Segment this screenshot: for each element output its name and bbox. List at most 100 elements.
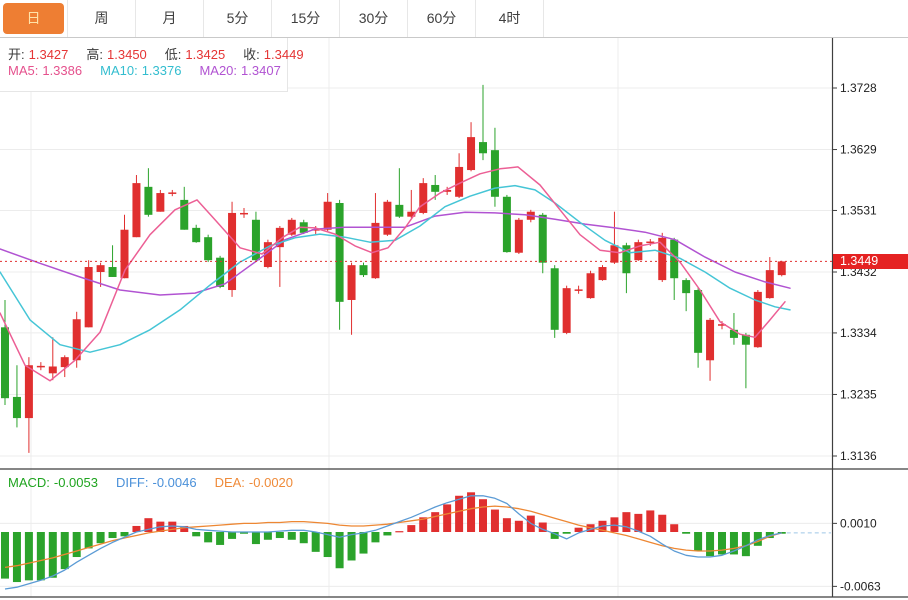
macd-bar [240,532,248,534]
macd-bar [574,527,583,532]
tab-4hour[interactable]: 4时 [476,0,544,37]
ma-legend: MA5: 1.3386 MA10: 1.3376 MA20: 1.3407 [8,63,299,78]
price-tick-label: 1.3334 [840,326,877,340]
macd-bar [562,532,571,534]
macd-tick-label: -0.0063 [840,579,881,593]
candle-body [467,137,476,171]
legend-value: 1.3449 [263,47,304,62]
macd-bar [419,517,428,532]
legend-item: MA5: 1.3386 [8,63,86,78]
candle-body [550,268,559,330]
macd-bar [216,532,225,545]
macd-bar [443,504,452,532]
candle-body [96,265,105,272]
candle-body [741,334,750,345]
macd-bar [120,532,129,537]
candle-body [132,183,141,238]
legend-label: MACD: [8,475,50,490]
candle-body [204,237,213,261]
candle-body [168,192,177,194]
candle-body [682,280,691,294]
macd-legend: MACD: -0.0053 DIFF: -0.0046 DEA: -0.0020 [8,475,311,490]
tab-60min-label: 60分 [426,10,457,26]
candle-body [407,211,416,217]
candle-body [251,219,260,261]
timeframe-tab-bar: 日 周 月 5分 15分 30分 60分 4时 [0,0,908,38]
tab-60min[interactable]: 60分 [408,0,476,37]
tab-week-label: 周 [94,10,109,26]
macd-bar [263,532,272,540]
macd-bar [490,509,499,532]
legend-value: 1.3407 [241,63,281,78]
legend-label: MA20: [199,63,238,78]
candle-body [359,265,368,276]
candle-body [490,150,499,197]
ohlc-legend-box: 开: 1.3427 高: 1.3450 低: 1.3425 收: 1.3449 MA5: 1.3… [0,38,304,92]
candle-body [586,273,595,299]
macd-bar [287,532,296,540]
legend-item: MACD: -0.0053 [8,475,102,490]
macd-bar [718,532,726,555]
tab-month[interactable]: 月 [136,0,204,37]
macd-bar [275,532,284,539]
macd-bar [84,532,93,549]
legend-label: 低: [164,47,182,62]
candle-body [275,227,284,248]
legend-label: 收: [243,47,260,62]
candle-body [694,290,703,353]
macd-tick-label: 0.0010 [840,516,877,530]
macd-bar [24,532,33,581]
legend-value: 1.3376 [141,63,182,78]
tab-day[interactable]: 日 [0,0,68,37]
candle-body [72,319,81,361]
macd-bar [658,514,667,532]
candle-body [12,396,21,419]
candle-body [670,239,679,279]
candle-body [395,204,404,217]
tab-4hour-label: 4时 [498,10,521,26]
legend-item: DEA: -0.0020 [215,475,297,490]
macd-bar [550,532,559,539]
candle-body [228,212,237,291]
candle-body [144,186,153,215]
candle-body [658,237,667,281]
macd-bar [395,531,404,533]
tab-15min[interactable]: 15分 [272,0,340,37]
tab-30min[interactable]: 30分 [340,0,408,37]
tab-5min[interactable]: 5分 [204,0,272,37]
macd-bar [467,492,476,532]
macd-bar [455,495,464,532]
macd-bar [359,532,368,554]
candle-body [753,291,762,348]
macd-bar [251,532,260,545]
candle-body [622,245,631,274]
macd-bar [383,532,392,536]
legend-label: DEA: [214,475,245,490]
macd-bar [371,532,380,543]
macd-bar [753,532,762,546]
macd-bar [634,513,643,532]
candle-body [192,227,201,243]
candle-body [48,366,57,374]
macd-bar [60,532,69,570]
tab-week[interactable]: 周 [68,0,136,37]
macd-bar [538,522,547,532]
macd-bar [228,532,237,539]
candle-body [24,365,33,419]
ma20-line [0,211,791,296]
price-tick-label: 1.3629 [840,143,877,157]
candle-body [323,201,332,230]
macd-bar [646,510,655,532]
macd-bar [706,532,715,557]
macd-bar [670,524,679,532]
tab-month-label: 月 [162,10,177,26]
macd-bar [479,499,487,532]
last-price-label: 1.3449 [833,254,908,269]
candle-body [443,189,452,192]
candle-body [718,324,726,326]
macd-bar [682,532,691,534]
macd-histogram [1,492,786,583]
candle-body [777,261,786,276]
macd-bar [694,532,703,551]
